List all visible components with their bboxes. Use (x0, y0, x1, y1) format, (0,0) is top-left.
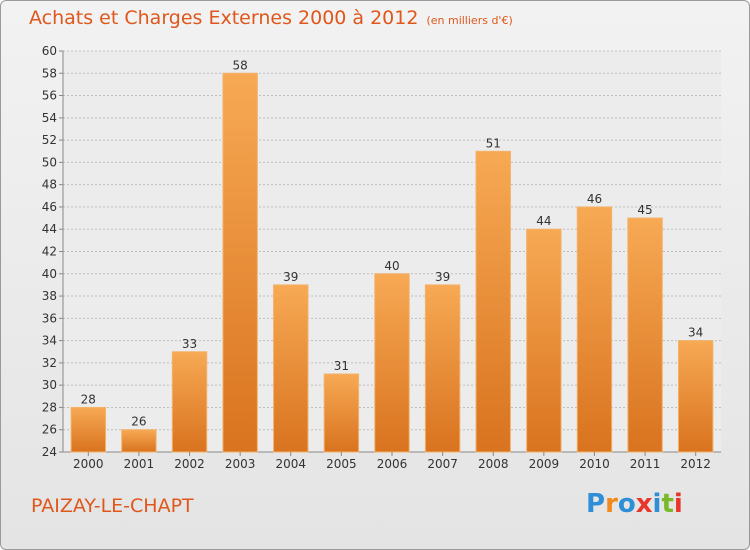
y-tick-label: 46 (42, 200, 57, 214)
y-tick-label: 50 (42, 155, 57, 169)
proxiti-logo: Proxiti (586, 489, 683, 519)
bar (677, 340, 714, 453)
y-tick-label: 32 (42, 356, 57, 370)
y-tick-label: 36 (42, 311, 57, 325)
bar-value-label: 46 (587, 192, 602, 206)
y-tick-label: 42 (42, 245, 57, 259)
y-tick-label: 26 (42, 423, 57, 437)
bar-value-label: 39 (435, 270, 450, 284)
x-tick-label: 2008 (478, 457, 509, 471)
bar-value-label: 28 (81, 392, 96, 406)
y-tick-label: 52 (42, 133, 57, 147)
bar (475, 150, 511, 453)
commune-name: PAIZAY-LE-CHAPT (31, 495, 194, 517)
y-tick-label: 58 (42, 66, 57, 80)
y-tick-label: 48 (42, 178, 57, 192)
logo-letter: t (661, 489, 674, 519)
x-tick-label: 2005 (326, 457, 357, 471)
title-text: Achats et Charges Externes 2000 à 2012 (29, 7, 419, 29)
x-tick-label: 2012 (680, 457, 711, 471)
logo-letter: P (586, 489, 606, 519)
x-tick-label: 2006 (377, 457, 408, 471)
y-tick-label: 34 (42, 334, 57, 348)
bar (323, 373, 360, 453)
bar (374, 273, 410, 453)
logo-letter: r (605, 489, 618, 519)
bar-value-label: 26 (131, 415, 146, 429)
bar (273, 284, 309, 453)
y-tick-label: 24 (42, 445, 57, 459)
chart-title: Achats et Charges Externes 2000 à 2012 (e… (29, 7, 513, 29)
bar (627, 217, 663, 453)
y-tick-label: 30 (42, 378, 57, 392)
bar-value-label: 51 (486, 136, 501, 150)
logo-letter: i (673, 489, 683, 519)
bar-value-label: 40 (384, 259, 399, 273)
logo-letter: x (635, 489, 653, 519)
bar (222, 72, 258, 453)
y-tick-label: 54 (42, 111, 57, 125)
x-tick-label: 2001 (124, 457, 155, 471)
x-tick-label: 2009 (529, 457, 560, 471)
bar-value-label: 58 (233, 58, 248, 72)
y-tick-label: 28 (42, 400, 57, 414)
bar (526, 228, 562, 453)
bar (171, 351, 208, 453)
bar (70, 406, 107, 453)
x-tick-label: 2007 (427, 457, 458, 471)
y-tick-label: 40 (42, 267, 57, 281)
y-tick-label: 44 (42, 222, 57, 236)
x-tick-label: 2002 (174, 457, 205, 471)
bar (424, 284, 461, 453)
x-tick-label: 2004 (275, 457, 306, 471)
logo-letter: i (652, 489, 662, 519)
bar (121, 429, 157, 453)
x-tick-label: 2011 (630, 457, 661, 471)
bar-value-label: 34 (688, 326, 703, 340)
logo-letter: o (617, 489, 636, 519)
bar-value-label: 44 (536, 214, 551, 228)
chart-subtitle: (en milliers d'€) (426, 14, 513, 27)
y-tick-label: 56 (42, 89, 57, 103)
bar-value-label: 31 (334, 359, 349, 373)
y-tick-label: 60 (42, 44, 57, 58)
bar-value-label: 45 (637, 203, 652, 217)
bar-value-label: 33 (182, 337, 197, 351)
y-tick-label: 38 (42, 289, 57, 303)
bar (576, 206, 613, 453)
x-tick-label: 2010 (579, 457, 610, 471)
bar-value-label: 39 (283, 270, 298, 284)
x-tick-label: 2000 (73, 457, 104, 471)
x-tick-label: 2003 (225, 457, 256, 471)
